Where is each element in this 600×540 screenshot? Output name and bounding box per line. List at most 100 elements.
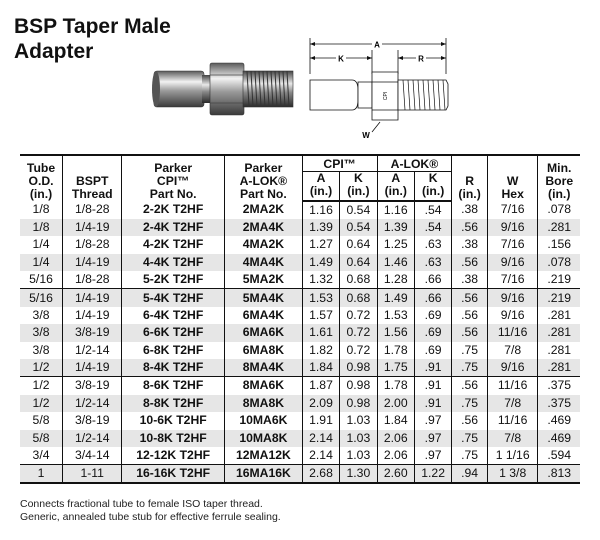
header-tube-l1: Tube [26, 161, 56, 175]
cell-cpi: 5-4K T2HF [121, 288, 225, 307]
cell-w: 7/8 [486, 341, 538, 360]
cell-cpi: 4-2K T2HF [121, 236, 225, 254]
cell-thread: 1/4-19 [62, 306, 122, 325]
cell-cpi-k: 0.72 [339, 306, 378, 325]
cell-thread: 3/8-19 [62, 376, 122, 395]
header-w-hex: W Hex [486, 154, 538, 201]
cell-bore: .219 [537, 271, 580, 289]
cell-alok-a: 1.75 [376, 359, 415, 377]
cell-bore: .594 [537, 447, 580, 465]
header-alok-k: K [413, 171, 452, 185]
cell-w: 9/16 [486, 288, 538, 307]
cell-cpi: 8-8K T2HF [121, 394, 225, 413]
cell-od: 3/4 [20, 447, 63, 465]
table-row: 1/4 1/8-28 4-2K T2HF 4MA2K 1.27 0.64 1.25.63.3… [20, 236, 580, 254]
cell-r: .56 [451, 218, 488, 237]
cell-od: 1/2 [20, 376, 63, 395]
cell-r: .94 [451, 464, 488, 484]
cell-cpi-a: 1.27 [301, 236, 340, 254]
header-r-unit: (in.) [458, 187, 481, 201]
header-cpi-l2: CPI™ [156, 174, 190, 188]
cell-cpi-k: 1.03 [339, 412, 378, 430]
table-row: 3/8 1/4-19 6-4K T2HF 6MA4K 1.57 0.72 1.53.69.5… [20, 306, 580, 325]
cell-alok: 8MA6K [223, 376, 303, 395]
cell-thread: 1/4-19 [62, 218, 122, 237]
cell-cpi: 12-12K T2HF [121, 447, 225, 465]
cell-alok-k: .91 [413, 359, 452, 377]
cell-r: .56 [451, 324, 488, 342]
cell-alok: 5MA2K [223, 271, 303, 289]
cell-w: 1 3/8 [486, 464, 538, 484]
cell-alok-a: 1.25 [376, 236, 415, 254]
cell-alok-k: .69 [413, 306, 452, 325]
cell-r: .75 [451, 341, 488, 360]
cell-alok-k: .54 [413, 201, 452, 219]
cell-alok: 10MA8K [223, 429, 303, 448]
cell-alok-k: .63 [413, 253, 452, 272]
cell-alok-a: 1.78 [376, 376, 415, 395]
cell-w: 7/16 [486, 271, 538, 289]
cell-r: .38 [451, 271, 488, 289]
header-cpi-k: K [339, 171, 378, 185]
table-row: 3/8 1/2-14 6-8K T2HF 6MA8K 1.82 0.72 1.78.69.7… [20, 341, 580, 360]
cell-alok-k: .66 [413, 288, 452, 307]
table-row: 5/8 3/8-19 10-6K T2HF 10MA6K 1.91 1.03 1.84.97… [20, 412, 580, 430]
cell-cpi-k: 0.72 [339, 324, 378, 342]
cell-alok-k: .69 [413, 324, 452, 342]
cell-thread: 1/8-28 [62, 236, 122, 254]
cell-cpi-a: 1.57 [301, 306, 340, 325]
cell-cpi-k: 0.68 [339, 288, 378, 307]
header-bspt-l2: Thread [71, 187, 113, 201]
cell-cpi: 6-4K T2HF [121, 306, 225, 325]
page-title: BSP Taper Male Adapter [14, 14, 214, 64]
cell-thread: 1/4-19 [62, 288, 122, 307]
cell-alok-a: 1.49 [376, 288, 415, 307]
cell-w: 9/16 [486, 253, 538, 272]
cell-cpi: 8-6K T2HF [121, 376, 225, 395]
cell-r: .56 [451, 376, 488, 395]
table-row: 1/8 1/8-28 2-2K T2HF 2MA2K 1.16 0.54 1.16.54.3… [20, 201, 580, 219]
cell-cpi-k: 0.72 [339, 341, 378, 360]
table-row: 5/16 1/8-28 5-2K T2HF 5MA2K 1.32 0.68 1.28.66.… [20, 271, 580, 289]
cell-alok-a: 1.39 [376, 218, 415, 237]
header-tube-l2: O.D. [28, 174, 54, 188]
table-row: 1/2 1/4-19 8-4K T2HF 8MA4K 1.84 0.98 1.75.91.7… [20, 359, 580, 377]
cell-od: 1/2 [20, 359, 63, 377]
cell-w: 7/8 [486, 429, 538, 448]
cell-cpi: 8-4K T2HF [121, 359, 225, 377]
dim-label-w: W [362, 131, 370, 140]
header-r: R (in.) [451, 154, 488, 201]
cell-bore: .281 [537, 341, 580, 360]
adapter-photo [152, 62, 294, 116]
table-row: 1/8 1/4-19 2-4K T2HF 2MA4K 1.39 0.54 1.39.54.5… [20, 218, 580, 237]
cell-alok-k: .54 [413, 218, 452, 237]
cell-cpi-a: 1.16 [301, 201, 340, 219]
header-tube-od: Tube O.D. (in.) [20, 154, 63, 201]
cell-w: 1 1/16 [486, 447, 538, 465]
cell-cpi: 5-2K T2HF [121, 271, 225, 289]
header-bore-l1: Min. [547, 161, 572, 175]
cell-thread: 3/4-14 [62, 447, 122, 465]
cell-cpi-k: 0.98 [339, 376, 378, 395]
cell-w: 11/16 [486, 376, 538, 395]
table-row: 1 1-11 16-16K T2HF 16MA16K 2.68 1.30 2.60 1.22.… [20, 464, 580, 484]
cell-cpi-k: 0.98 [339, 359, 378, 377]
header-cpi-l3: Part No. [149, 187, 197, 201]
header-parker-cpi: Parker CPI™ Part No. [121, 154, 225, 201]
cell-thread: 1/4-19 [62, 253, 122, 272]
header-alok-group: A-LOK® [376, 154, 452, 172]
cell-bore: .281 [537, 324, 580, 342]
cell-alok: 6MA8K [223, 341, 303, 360]
cell-alok: 16MA16K [223, 464, 303, 484]
cell-bore: .469 [537, 412, 580, 430]
dim-label-r: R [418, 55, 424, 64]
cell-cpi-a: 1.61 [301, 324, 340, 342]
cell-alok-k: .66 [413, 271, 452, 289]
cell-alok-k: .91 [413, 394, 452, 413]
cell-r: .38 [451, 236, 488, 254]
body-stamp: CPI [383, 92, 389, 100]
cell-r: .38 [451, 201, 488, 219]
header-tube-l3: (in.) [29, 187, 53, 201]
cell-bore: .281 [537, 218, 580, 237]
header-min-bore: Min. Bore (in.) [537, 154, 580, 201]
